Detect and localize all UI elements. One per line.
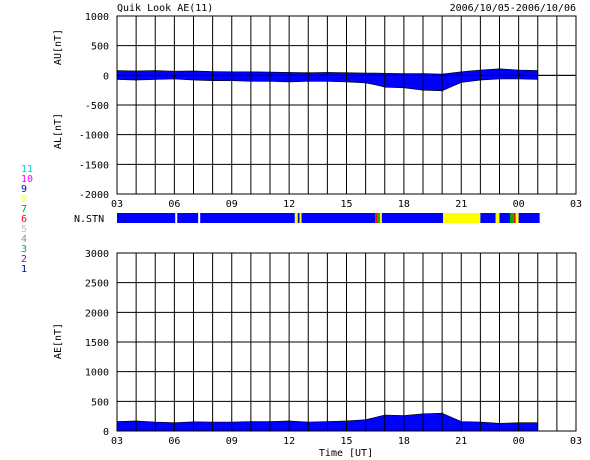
- ae-y-ticks: 3000 2500 2000 1500 1000 500 0: [85, 249, 109, 438]
- y-tick-label: 1000: [85, 12, 109, 23]
- station-segment: [377, 213, 380, 223]
- ae-grid: [116, 252, 577, 432]
- au-al-y-ticks: 1000 500 0 -500 -1000 -1500 -2000: [79, 12, 109, 201]
- station-legend-item: 11: [21, 164, 33, 175]
- station-segment: [510, 213, 514, 223]
- station-segment: [198, 213, 201, 223]
- x-tick-label: 18: [398, 436, 410, 447]
- station-legend-item: 7: [21, 204, 27, 215]
- station-segment: [301, 213, 376, 223]
- y-tick-label: 0: [103, 71, 109, 82]
- header-title: Quik Look AE(11): [117, 3, 213, 14]
- au-al-grid: [116, 15, 577, 195]
- y-tick-label: 3000: [85, 249, 109, 260]
- station-legend-item: 10: [21, 174, 33, 185]
- x-tick-label: 03: [570, 436, 582, 447]
- station-segment: [117, 213, 176, 223]
- station-segment: [297, 213, 300, 223]
- station-count-panel: N.STN: [74, 213, 540, 225]
- al-axis-label: AL[nT]: [53, 113, 64, 149]
- station-legend-item: 4: [21, 234, 27, 245]
- station-count-bar: [117, 213, 540, 223]
- x-tick-label: 06: [168, 199, 180, 210]
- x-tick-label: 09: [226, 199, 238, 210]
- y-tick-label: 0: [103, 427, 109, 438]
- y-tick-label: -1000: [79, 131, 109, 142]
- station-segment: [175, 213, 178, 223]
- y-tick-label: 2500: [85, 279, 109, 290]
- station-segment: [299, 213, 302, 223]
- y-tick-label: -2000: [79, 190, 109, 201]
- station-segment: [480, 213, 496, 223]
- ae-axis-label: AE[nT]: [53, 323, 64, 359]
- station-segment: [443, 213, 481, 223]
- y-tick-label: 1000: [85, 368, 109, 379]
- y-tick-label: 500: [91, 397, 109, 408]
- station-segment: [177, 213, 199, 223]
- x-tick-label: 21: [455, 199, 467, 210]
- x-tick-label: 03: [570, 199, 582, 210]
- au-al-panel: 1000 500 0 -500 -1000 -1500 -2000 03 06 09 12 15 18…: [53, 12, 582, 210]
- x-tick-label: 21: [455, 436, 467, 447]
- x-tick-label: 12: [283, 436, 295, 447]
- time-axis-label: Time [UT]: [319, 448, 373, 459]
- au-axis-label: AU[nT]: [53, 29, 64, 65]
- station-segment: [381, 213, 444, 223]
- x-tick-label: 18: [398, 199, 410, 210]
- station-segment: [518, 213, 540, 223]
- station-legend-item: 9: [21, 184, 27, 195]
- y-tick-label: 1500: [85, 338, 109, 349]
- station-segment: [499, 213, 511, 223]
- station-segment: [379, 213, 382, 223]
- y-tick-label: 500: [91, 42, 109, 53]
- station-legend-item: 5: [21, 224, 27, 235]
- station-legend-item: 8: [21, 194, 27, 205]
- ae-x-ticks: 03 06 09 12 15 18 21 00 03: [111, 436, 582, 447]
- station-legend-item: 6: [21, 214, 27, 225]
- station-segment: [200, 213, 295, 223]
- x-tick-label: 00: [513, 436, 525, 447]
- x-tick-label: 00: [513, 199, 525, 210]
- station-segment: [495, 213, 500, 223]
- station-segment: [515, 213, 519, 223]
- y-tick-label: -1500: [79, 160, 109, 171]
- au-al-x-ticks: 03 06 09 12 15 18 21 00 03: [111, 199, 582, 210]
- station-legend-item: 1: [21, 264, 27, 275]
- station-legend-item: 3: [21, 244, 27, 255]
- y-tick-label: 2000: [85, 308, 109, 319]
- x-tick-label: 03: [111, 436, 123, 447]
- x-tick-label: 03: [111, 199, 123, 210]
- station-legend-item: 2: [21, 254, 27, 265]
- x-tick-label: 06: [168, 436, 180, 447]
- station-count-label: N.STN: [74, 214, 104, 225]
- x-tick-label: 09: [226, 436, 238, 447]
- x-tick-label: 12: [283, 199, 295, 210]
- x-tick-label: 15: [340, 199, 352, 210]
- station-segment: [513, 213, 516, 223]
- station-segment: [375, 213, 378, 223]
- y-tick-label: -500: [85, 101, 109, 112]
- station-segment: [294, 213, 298, 223]
- x-tick-label: 15: [340, 436, 352, 447]
- header-date-range: 2006/10/05-2006/10/06: [450, 3, 576, 14]
